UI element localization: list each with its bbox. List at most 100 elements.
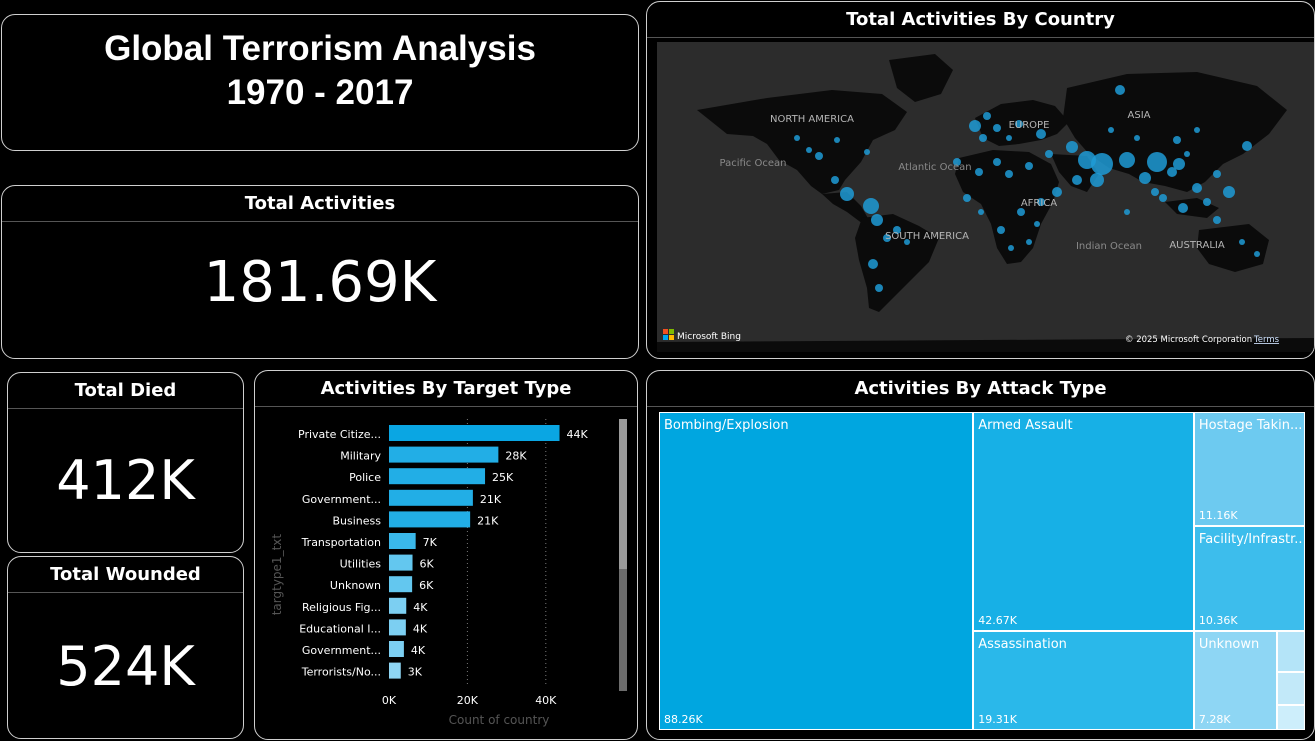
map-bubble[interactable] — [969, 120, 981, 132]
map-bubble[interactable] — [1036, 129, 1046, 139]
map-bubble[interactable] — [1223, 186, 1235, 198]
map-bubble[interactable] — [1119, 152, 1135, 168]
category-label: Religious Fig... — [302, 601, 381, 614]
map-bubble[interactable] — [806, 147, 812, 153]
treemap-cell[interactable]: Armed Assault 42.67K — [973, 412, 1194, 631]
treemap-cell[interactable]: Assassination 19.31K — [973, 630, 1194, 730]
map-card[interactable]: Total Activities By Country — [646, 1, 1315, 359]
treemap-cell[interactable]: Bombing/Explosion 88.26K — [659, 412, 974, 730]
map-bubble[interactable] — [1108, 127, 1114, 133]
attack-type-card[interactable]: Activities By Attack Type Bombing/Explos… — [646, 370, 1315, 740]
map-bubble[interactable] — [953, 158, 961, 166]
map-bubble[interactable] — [904, 239, 910, 245]
map-bubble[interactable] — [1147, 152, 1167, 172]
map-bubble[interactable] — [1008, 245, 1014, 251]
bar[interactable] — [389, 554, 413, 571]
bar[interactable] — [389, 468, 486, 485]
map-bubble[interactable] — [794, 135, 800, 141]
bar[interactable] — [389, 576, 413, 593]
map-bubble[interactable] — [1239, 239, 1245, 245]
map-bubble[interactable] — [963, 194, 971, 202]
map-bubble[interactable] — [868, 259, 878, 269]
total-activities-card[interactable]: Total Activities 181.69K — [1, 185, 639, 359]
target-type-card[interactable]: Activities By Target Type 0K 20K 40K Count … — [254, 370, 638, 740]
bar[interactable] — [389, 533, 416, 549]
target-type-bar-chart[interactable]: 0K 20K 40K Count of country targtype1_txt Pri… — [255, 407, 638, 740]
treemap-cell[interactable]: Hostage Takin... 11.16K — [1193, 412, 1305, 526]
bar[interactable] — [389, 446, 499, 463]
map-bubble[interactable] — [1151, 188, 1159, 196]
treemap-label: Hostage Takin... — [1198, 418, 1302, 433]
map-bubble[interactable] — [871, 214, 883, 226]
bar[interactable] — [389, 662, 401, 679]
map-bubble[interactable] — [1006, 135, 1012, 141]
map-bubble[interactable] — [1052, 187, 1062, 197]
map-bubble[interactable] — [1115, 85, 1125, 95]
map-bubble[interactable] — [815, 152, 823, 160]
dashboard-title: Global Terrorism Analysis — [104, 29, 536, 68]
map-bubble[interactable] — [1091, 153, 1113, 175]
map-bubble[interactable] — [1005, 170, 1013, 178]
map-bubble[interactable] — [883, 234, 891, 242]
map-bubble[interactable] — [1017, 208, 1025, 216]
map-bubble[interactable] — [1213, 216, 1221, 224]
map-bubble[interactable] — [893, 226, 901, 234]
map-bubble[interactable] — [1254, 251, 1260, 257]
terms-link[interactable]: Terms — [1253, 335, 1280, 345]
map-bubble[interactable] — [1072, 175, 1082, 185]
map-bubble[interactable] — [978, 209, 984, 215]
bar[interactable] — [389, 425, 560, 441]
map-bubble[interactable] — [1139, 172, 1151, 184]
map-bubble[interactable] — [834, 137, 840, 143]
map-bubble[interactable] — [840, 187, 854, 201]
map-bubble[interactable] — [1242, 141, 1252, 151]
map-bubble[interactable] — [1026, 239, 1032, 245]
map-bubble[interactable] — [983, 112, 991, 120]
map-bubble[interactable] — [993, 124, 1001, 132]
map-bubble[interactable] — [864, 149, 870, 155]
map-bubble[interactable] — [1037, 198, 1045, 206]
map-bubble[interactable] — [997, 226, 1005, 234]
bar[interactable] — [389, 597, 407, 614]
map-bubble[interactable] — [1192, 183, 1202, 193]
bar-scrollbar[interactable] — [619, 419, 627, 691]
map-bubble[interactable] — [1194, 127, 1200, 133]
bar-scrollbar-thumb[interactable] — [619, 419, 627, 569]
map-bubble[interactable] — [1184, 151, 1190, 157]
treemap-cell-small[interactable] — [1277, 705, 1305, 730]
map-bubble[interactable] — [1213, 170, 1221, 178]
bar[interactable] — [389, 489, 473, 506]
map-bubble[interactable] — [1090, 173, 1104, 187]
map-bubble[interactable] — [1124, 209, 1130, 215]
attack-type-treemap[interactable]: Bombing/Explosion 88.26K Armed Assault 42.6… — [659, 412, 1305, 730]
map-bubble[interactable] — [1134, 135, 1140, 141]
map-bubble[interactable] — [1203, 198, 1211, 206]
map-bubble[interactable] — [993, 158, 1001, 166]
treemap-label: Armed Assault — [978, 418, 1073, 433]
treemap-cell[interactable]: Facility/Infrastr... 10.36K — [1193, 525, 1305, 632]
map-bubble[interactable] — [1159, 194, 1167, 202]
treemap-cell[interactable]: Unknown 7.28K — [1193, 631, 1278, 730]
treemap-cell-small[interactable] — [1277, 672, 1305, 706]
map-bubble[interactable] — [1015, 120, 1023, 128]
map-bubble[interactable] — [875, 284, 883, 292]
map-bubble[interactable] — [863, 198, 879, 214]
map-bubble[interactable] — [1167, 167, 1177, 177]
map-bubble[interactable] — [1025, 162, 1033, 170]
map-bubble[interactable] — [1173, 158, 1185, 170]
map-bubble[interactable] — [975, 168, 983, 176]
map-bubble[interactable] — [1173, 136, 1181, 144]
map-bubble[interactable] — [1178, 203, 1188, 213]
map-bubble[interactable] — [1045, 150, 1053, 158]
bar[interactable] — [389, 641, 404, 657]
total-died-card[interactable]: Total Died 412K — [7, 372, 244, 553]
world-map[interactable]: NORTH AMERICA EUROPE ASIA AFRICA SOUTH AMERI… — [657, 42, 1314, 352]
map-bubble[interactable] — [979, 134, 987, 142]
map-bubble[interactable] — [1034, 221, 1040, 227]
treemap-cell-small[interactable] — [1277, 631, 1305, 673]
map-bubble[interactable] — [1066, 141, 1078, 153]
map-bubble[interactable] — [831, 176, 839, 184]
bar[interactable] — [389, 511, 471, 528]
total-wounded-card[interactable]: Total Wounded 524K — [7, 556, 244, 739]
bar[interactable] — [389, 619, 406, 636]
